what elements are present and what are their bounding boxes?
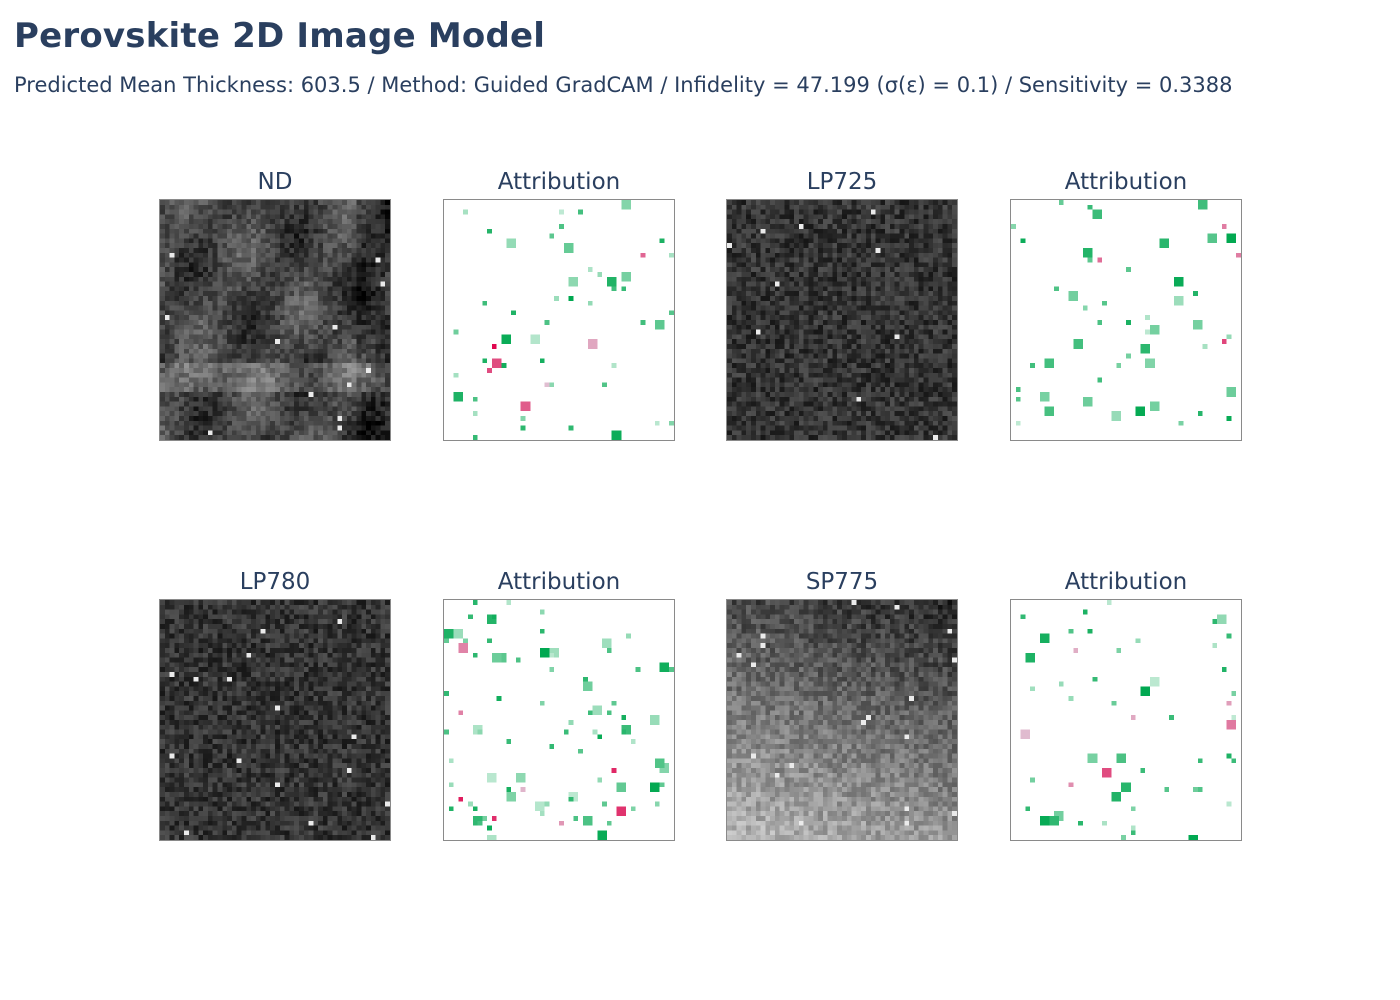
attribution-map-sp775-attr — [1011, 600, 1241, 840]
subplot-title-nd-attr: Attribution — [497, 169, 621, 195]
heatmap-image-nd — [160, 200, 390, 440]
subplot-title-lp780-attr: Attribution — [497, 569, 621, 595]
subplot-title-sp775-attr: Attribution — [1064, 569, 1188, 595]
subplot-frame-sp775-attr — [1010, 599, 1242, 841]
subplot-title-lp725: LP725 — [806, 169, 878, 195]
subplot-frame-nd — [159, 199, 391, 441]
attribution-map-nd-attr — [444, 200, 674, 440]
subplot-title-lp780: LP780 — [239, 569, 311, 595]
subplot-frame-lp780 — [159, 599, 391, 841]
subplot-title-sp775: SP775 — [805, 569, 879, 595]
subplot-frame-lp725 — [726, 199, 958, 441]
subplot-title-lp725-attr: Attribution — [1064, 169, 1188, 195]
heatmap-image-lp780 — [160, 600, 390, 840]
subplot-frame-sp775 — [726, 599, 958, 841]
subplot-frame-nd-attr — [443, 199, 675, 441]
heatmap-image-sp775 — [727, 600, 957, 840]
attribution-map-lp780-attr — [444, 600, 674, 840]
attribution-map-lp725-attr — [1011, 200, 1241, 440]
page-title: Perovskite 2D Image Model — [14, 16, 546, 56]
page-subtitle: Predicted Mean Thickness: 603.5 / Method… — [14, 73, 1233, 97]
subplot-frame-lp725-attr — [1010, 199, 1242, 441]
heatmap-image-lp725 — [727, 200, 957, 440]
subplot-title-nd: ND — [257, 169, 293, 195]
subplot-frame-lp780-attr — [443, 599, 675, 841]
